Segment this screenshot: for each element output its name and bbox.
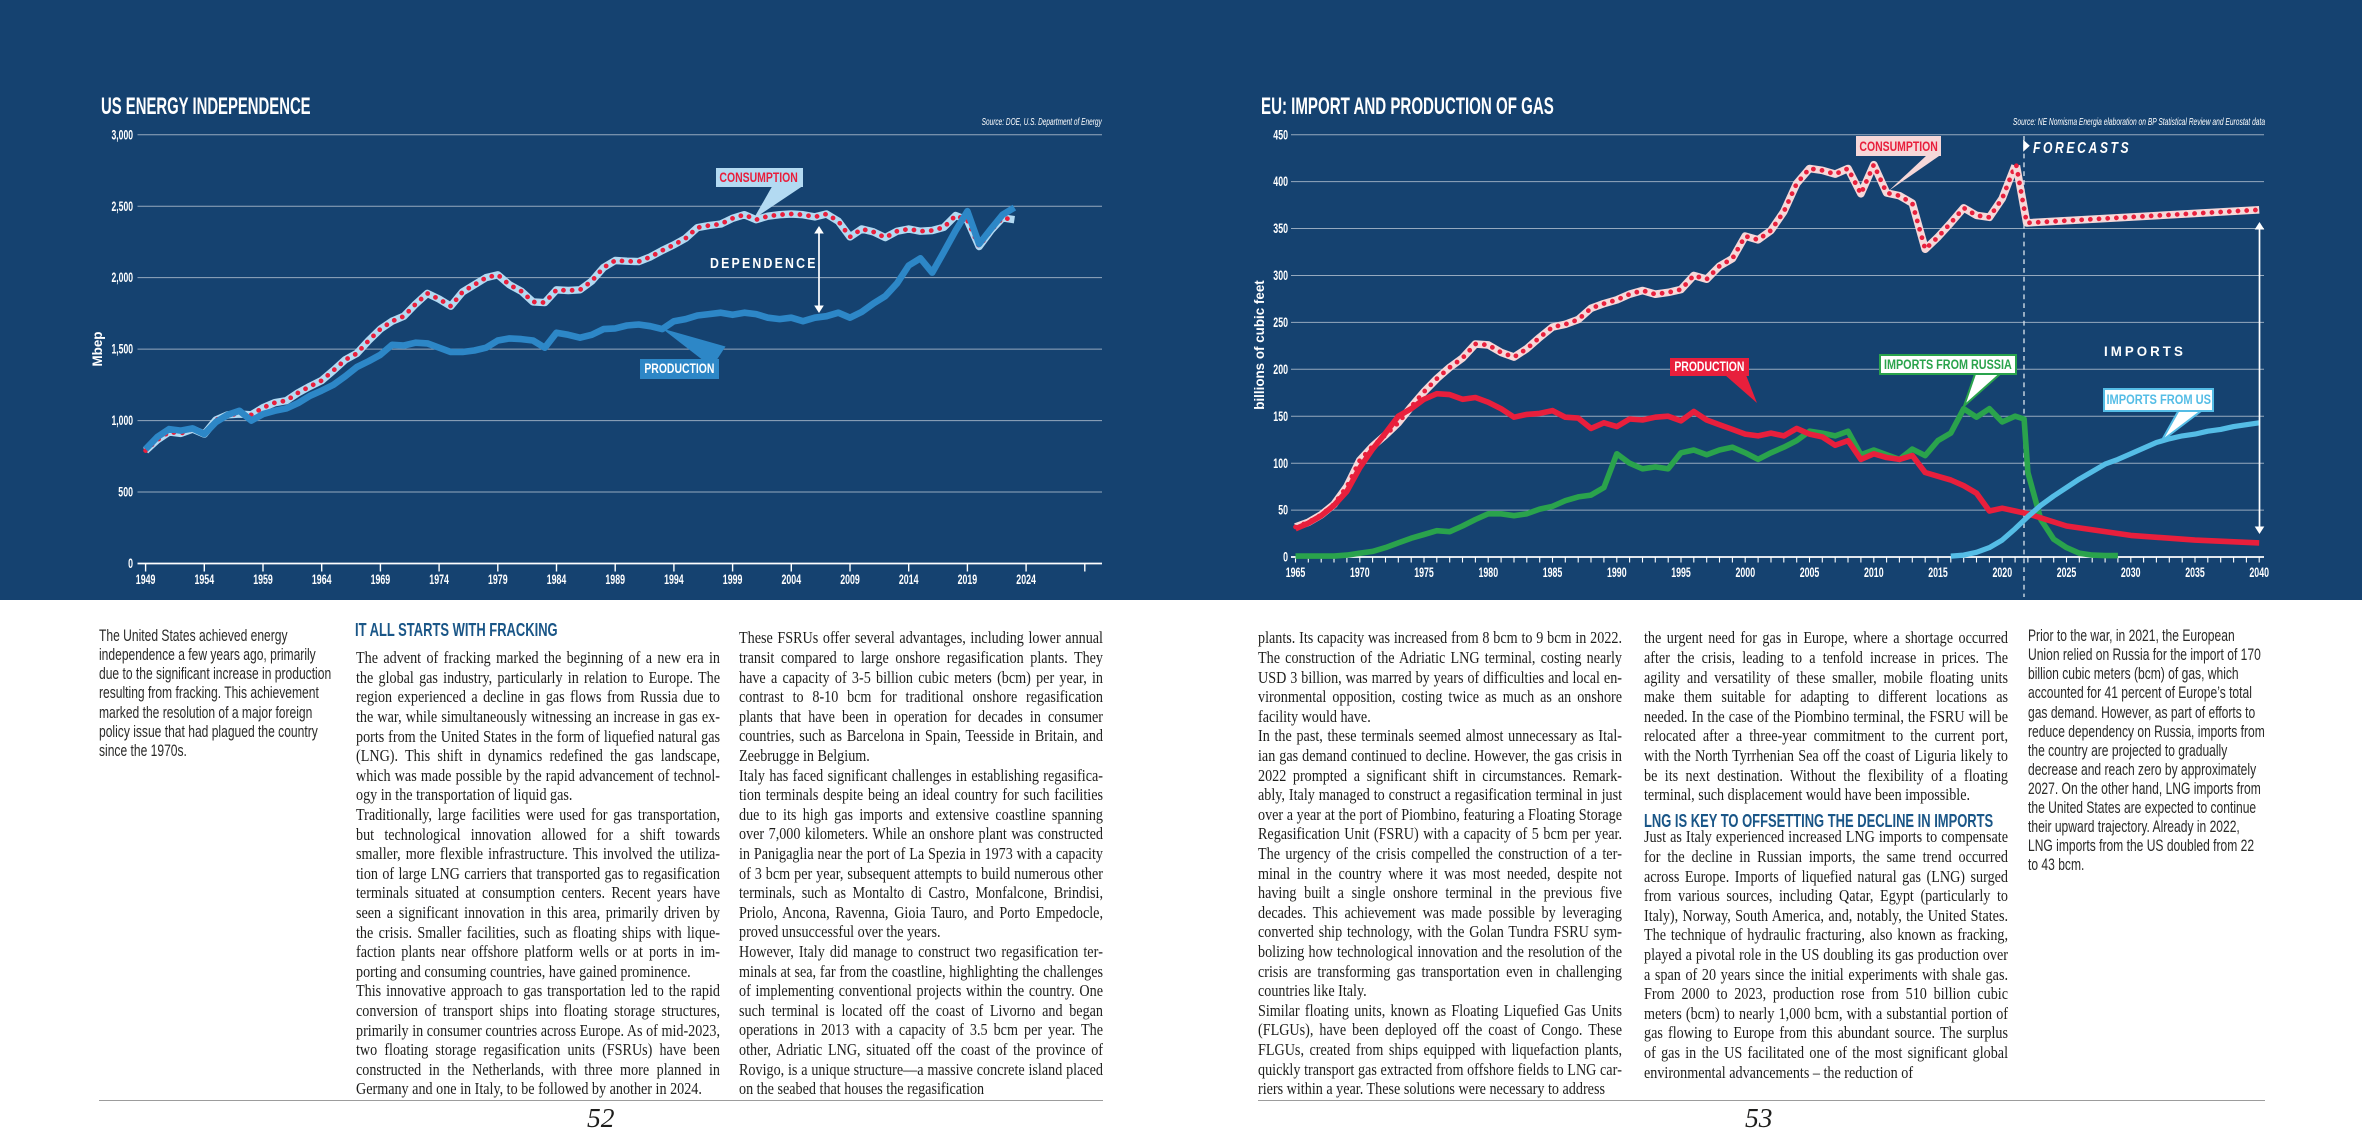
svg-text:200: 200 [1273,362,1288,377]
svg-text:1989: 1989 [605,572,625,587]
svg-text:1995: 1995 [1671,565,1691,580]
svg-text:100: 100 [1273,456,1288,471]
svg-text:400: 400 [1273,174,1288,189]
svg-text:1999: 1999 [723,572,743,587]
svg-text:1,000: 1,000 [112,413,134,428]
svg-text:3,000: 3,000 [112,127,134,142]
svg-text:1980: 1980 [1479,565,1499,580]
svg-text:1970: 1970 [1350,565,1370,580]
svg-text:2030: 2030 [2121,565,2141,580]
svg-text:2,500: 2,500 [112,199,134,214]
svg-text:1985: 1985 [1543,565,1563,580]
svg-text:1984: 1984 [547,572,567,587]
svg-text:Mbep: Mbep [90,332,105,367]
svg-text:450: 450 [1273,127,1288,142]
svg-text:2025: 2025 [2057,565,2077,580]
svg-text:2019: 2019 [958,572,978,587]
svg-text:500: 500 [118,485,133,500]
svg-text:2000: 2000 [1736,565,1756,580]
svg-text:1990: 1990 [1607,565,1627,580]
svg-text:0: 0 [1283,550,1288,565]
svg-text:1964: 1964 [312,572,332,587]
svg-text:1975: 1975 [1414,565,1434,580]
svg-text:2010: 2010 [1864,565,1884,580]
svg-text:2020: 2020 [1993,565,2013,580]
svg-text:2015: 2015 [1928,565,1948,580]
svg-text:300: 300 [1273,268,1288,283]
svg-text:350: 350 [1273,221,1288,236]
svg-text:2040: 2040 [2249,565,2269,580]
svg-text:50: 50 [1278,503,1288,518]
svg-text:0: 0 [128,556,133,571]
svg-text:250: 250 [1273,315,1288,330]
svg-text:150: 150 [1273,409,1288,424]
svg-text:1954: 1954 [195,572,215,587]
svg-text:1,500: 1,500 [112,342,134,357]
svg-text:1969: 1969 [371,572,391,587]
svg-text:2014: 2014 [899,572,919,587]
svg-text:billions of cubic feet: billions of cubic feet [1252,280,1267,410]
svg-text:1965: 1965 [1286,565,1306,580]
svg-text:1974: 1974 [429,572,449,587]
svg-text:2009: 2009 [840,572,860,587]
svg-text:1994: 1994 [664,572,684,587]
svg-text:2024: 2024 [1016,572,1036,587]
svg-text:2005: 2005 [1800,565,1820,580]
svg-text:1979: 1979 [488,572,508,587]
svg-text:2,000: 2,000 [112,270,134,285]
svg-text:2004: 2004 [782,572,802,587]
svg-text:2035: 2035 [2185,565,2205,580]
svg-text:1959: 1959 [253,572,273,587]
svg-text:1949: 1949 [136,572,156,587]
